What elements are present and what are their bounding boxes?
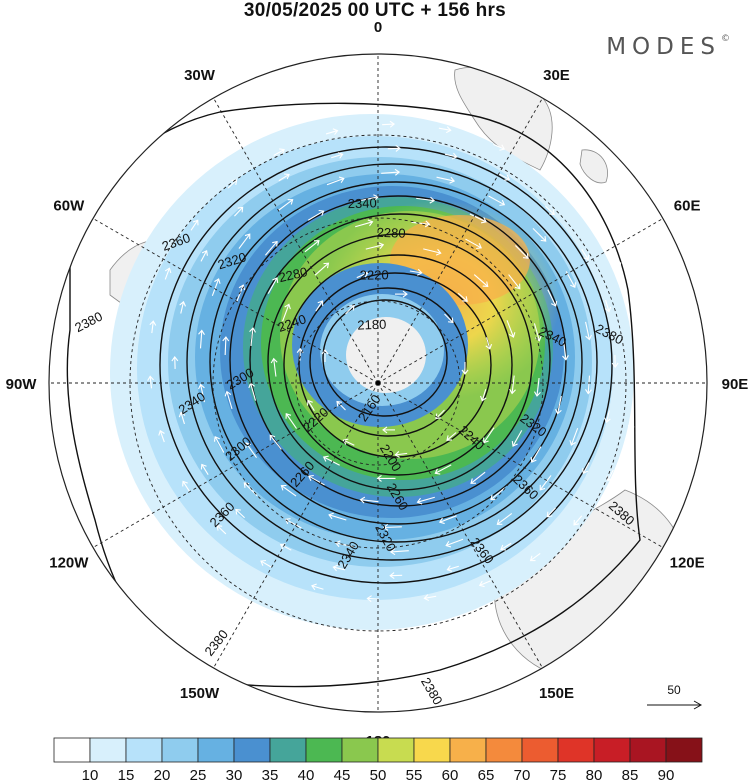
colorbar-swatch [269,737,307,763]
longitude-label: 60W [53,198,85,215]
map-border [48,53,708,713]
colorbar-swatch [557,737,595,763]
colorbar-tick-label: 80 [586,767,603,782]
colorbar-swatch [521,737,559,763]
chart-title: 30/05/2025 00 UTC + 156 hrs [243,0,507,21]
colorbar-tick-label: 90 [658,767,675,782]
contour-2240 [283,254,513,476]
longitude-label: 150E [539,685,574,702]
colorbar-swatch [305,737,343,763]
colorbar-swatch [629,737,667,763]
contour-label: 2180 [357,317,386,333]
colorbar-swatch [341,737,379,763]
colorbar-tick-label: 65 [478,767,495,782]
colorbar-tick-label: 25 [190,767,207,782]
brand-text: MODES [606,34,721,60]
longitude-label: 30W [184,67,216,84]
meridian-line [213,382,379,669]
colorbar-swatch [449,737,487,763]
colorbar-tick-label: 45 [334,767,351,782]
colorbar-swatch [89,737,127,763]
colorbar-tick-label: 70 [514,767,531,782]
colorbar-tick-label: 20 [154,767,171,782]
contour-2340 [186,163,598,561]
wind-vectors [147,120,644,603]
contour-2260 [267,233,533,491]
contour-label: 2280 [376,225,405,241]
longitude-label: 120W [49,554,89,571]
colorbar-swatch [161,737,199,763]
colorbar-swatch [485,737,523,763]
wind-scale-label: 50 [667,683,681,697]
latitude-circle [295,300,461,466]
longitude-label: 60E [674,198,701,215]
longitude-label: 0 [374,19,382,36]
brand-mark: © [721,34,730,44]
longitude-label: 120E [670,554,705,571]
meridian-line [213,97,379,384]
pole-marker [375,380,381,386]
colorbar-swatch [53,737,91,763]
colorbar-tick-label: 60 [442,767,459,782]
meridians [49,54,707,712]
colorbar-swatch [413,737,451,763]
meridian-line [377,97,543,384]
wind-scale: 50 [647,683,703,710]
meridian-line [92,382,379,548]
colorbar-tick-label: 15 [118,767,135,782]
colorbar-swatch [377,737,415,763]
colorbar-tick-label: 55 [406,767,423,782]
colorbar-tick-label: 50 [370,767,387,782]
colorbar-tick-label: 30 [226,767,243,782]
colorbar-swatch [665,737,703,763]
contour-label: 2280 [277,264,309,285]
colorbar-tick-label: 35 [262,767,279,782]
contour-label: 2340 [348,195,377,211]
colorbar: 10 15 20 25 30 35 40 45 50 55 60 65 70 75 80 85 90 [53,737,703,782]
colorbar-tick-label: 40 [298,767,315,782]
meridian-line [377,218,664,384]
height-contours [66,102,641,688]
contour-2360 [159,146,613,584]
colorbar-swatch [125,737,163,763]
contour-label: 2220 [360,267,389,282]
wind-scale-arrowhead [693,700,703,710]
colorbar-tick-label: 85 [622,767,639,782]
meridian-line [92,218,379,384]
contour-2180 [322,299,448,417]
contour-2220 [298,272,492,458]
meridian-line [377,382,543,669]
colorbar-tick-label: 10 [82,767,99,782]
contour-2200 [309,287,467,437]
brand-logo: MODES© [606,34,730,60]
indian-ocean-islands [579,149,608,184]
contour-2320 [209,181,583,543]
meridian-line [377,382,664,548]
longitude-label: 90W [6,376,38,393]
colorbar-swatch [197,737,235,763]
longitude-label: 150W [180,685,220,702]
colorbar-swatch [233,737,271,763]
contour-2280 [249,213,551,507]
colorbar-swatch [593,737,631,763]
longitude-label: 90E [722,376,749,393]
colorbar-tick-label: 75 [550,767,567,782]
longitude-label: 30E [543,67,570,84]
